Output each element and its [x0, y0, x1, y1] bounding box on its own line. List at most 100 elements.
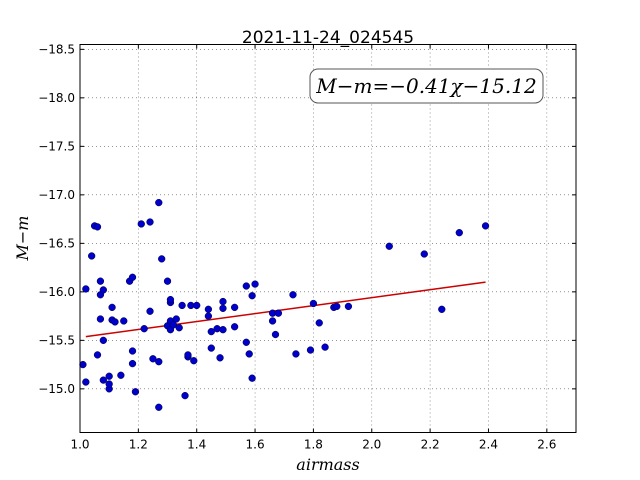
- y-tick-label: −18.5: [38, 42, 75, 56]
- fit-line-group: [85, 281, 486, 338]
- data-point: [166, 295, 175, 304]
- annotation-text: M−m=−0.41χ−15.12: [315, 74, 536, 98]
- data-point: [190, 357, 198, 365]
- x-tick-label: 2.6: [537, 438, 556, 452]
- data-point: [438, 305, 446, 313]
- data-point: [117, 371, 125, 379]
- data-point: [274, 309, 283, 317]
- data-point: [128, 273, 137, 281]
- data-point: [230, 323, 239, 331]
- data-point: [82, 285, 90, 293]
- x-axis-label: airmass: [296, 455, 359, 474]
- data-point: [120, 317, 128, 325]
- data-point: [96, 277, 105, 285]
- data-point: [181, 391, 189, 400]
- y-tick-label: −15.5: [38, 333, 75, 347]
- data-point: [108, 303, 116, 312]
- data-point: [207, 327, 215, 336]
- data-point: [309, 299, 318, 308]
- data-point: [128, 347, 137, 355]
- data-point: [105, 372, 113, 380]
- x-tick-label: 1.4: [187, 438, 206, 452]
- data-point: [344, 302, 353, 311]
- data-point: [321, 343, 329, 351]
- data-point: [204, 305, 213, 313]
- data-point: [230, 303, 239, 312]
- data-point: [140, 325, 148, 333]
- data-point: [82, 378, 90, 386]
- data-point: [158, 255, 166, 263]
- data-point: [219, 326, 227, 334]
- x-tick-label: 2.4: [479, 438, 498, 452]
- data-point: [245, 350, 253, 358]
- data-point: [248, 374, 256, 382]
- data-point: [289, 291, 297, 299]
- y-tick-label: −17.5: [38, 139, 75, 153]
- data-points: [79, 198, 490, 411]
- data-point: [242, 338, 250, 346]
- x-tick-label: 2.2: [421, 438, 440, 452]
- data-point: [175, 324, 183, 332]
- data-point: [149, 355, 157, 363]
- y-tick-label: −16.0: [38, 285, 75, 299]
- data-point: [292, 350, 300, 358]
- plot-frame: [79, 44, 577, 433]
- data-point: [155, 358, 163, 366]
- data-point: [99, 286, 107, 294]
- y-ticks: −15.0 −15.5 −16.0 −16.5 −17.0 −17.5 −18.0 −18.5: [38, 42, 576, 396]
- y-tick-label: −15.0: [38, 382, 75, 396]
- data-point: [146, 307, 154, 315]
- data-point: [207, 344, 215, 352]
- data-point: [93, 351, 102, 359]
- data-point: [178, 301, 186, 310]
- data-point: [93, 223, 102, 231]
- data-point: [88, 252, 96, 260]
- data-point: [242, 282, 250, 290]
- x-ticks: 1.0 1.2 1.4 1.6 1.8 2.0 2.2 2.4 2.6: [70, 44, 556, 452]
- data-point: [172, 315, 180, 323]
- data-point: [111, 318, 119, 326]
- data-point: [204, 312, 213, 320]
- chart-title: 2021-11-24_024545: [242, 28, 414, 48]
- data-point: [105, 380, 113, 388]
- fit-line: [85, 281, 486, 338]
- data-point: [219, 297, 227, 306]
- x-tick-label: 2.0: [362, 438, 381, 452]
- data-point: [219, 304, 227, 312]
- x-tick-label: 1.2: [129, 438, 148, 452]
- x-tick-label: 1.0: [70, 438, 89, 452]
- data-point: [99, 376, 107, 384]
- data-point: [155, 403, 163, 411]
- data-point: [193, 301, 201, 310]
- data-point: [306, 346, 315, 354]
- x-tick-label: 1.6: [246, 438, 265, 452]
- data-point: [271, 330, 280, 339]
- data-point: [333, 302, 341, 311]
- data-point: [96, 315, 105, 323]
- fit-annotation: M−m=−0.41χ−15.12: [309, 68, 544, 104]
- data-point: [155, 198, 163, 207]
- y-axis-label: M−m: [13, 216, 32, 262]
- data-point: [251, 280, 259, 288]
- data-point: [184, 351, 192, 359]
- data-point: [79, 360, 87, 369]
- data-point: [385, 242, 393, 250]
- data-point: [146, 218, 154, 226]
- y-tick-label: −18.0: [38, 91, 75, 105]
- data-point: [163, 277, 172, 285]
- x-tick-label: 1.8: [304, 438, 323, 452]
- data-point: [216, 354, 224, 362]
- data-point: [420, 250, 428, 258]
- y-tick-label: −16.5: [38, 236, 75, 250]
- data-point: [128, 359, 137, 368]
- data-point: [169, 321, 178, 329]
- data-point: [455, 229, 463, 237]
- data-point: [268, 317, 277, 325]
- data-point: [481, 222, 490, 230]
- data-point: [315, 319, 323, 327]
- annotation-box: [309, 68, 544, 104]
- data-point: [99, 336, 107, 345]
- data-point: [131, 388, 140, 396]
- data-point: [248, 292, 256, 300]
